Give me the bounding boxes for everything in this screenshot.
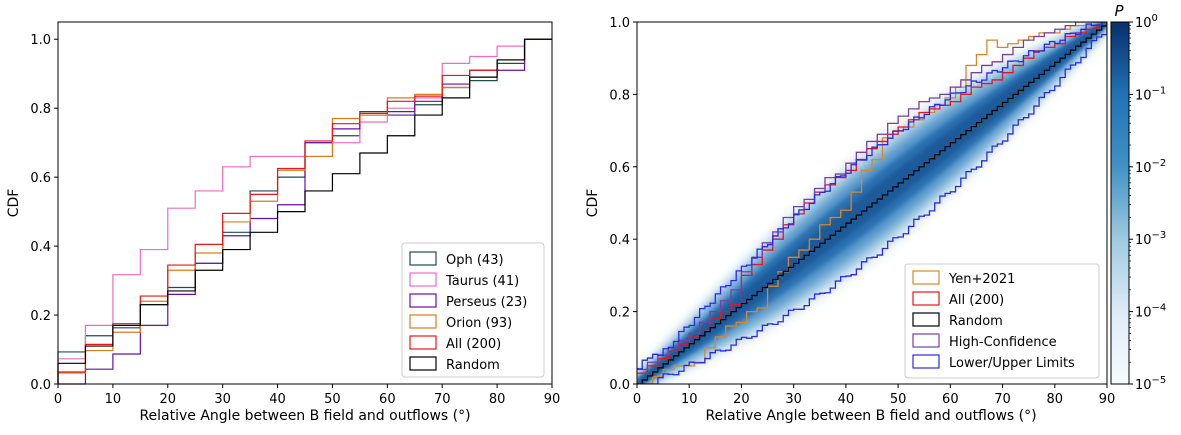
x-tick-label: 50	[890, 392, 907, 407]
lower-limit-line	[637, 28, 1107, 384]
x-tick-label: 70	[434, 392, 451, 407]
left-y-ticks: 0.0 0.2 0.4 0.6 0.8 1.0	[30, 33, 58, 393]
x-tick-label: 40	[269, 392, 286, 407]
legend-label: High-Confidence	[949, 335, 1057, 350]
legend-swatch	[409, 272, 437, 287]
y-tick-label: 0.8	[609, 88, 630, 103]
upper-limit-line	[637, 22, 1107, 370]
legend-swatch	[409, 251, 437, 266]
legend-swatch	[409, 314, 437, 329]
x-tick-label: 20	[160, 392, 177, 407]
colorbar-ticks: 100 10−1 10−2 10−3 10−4 10−5	[1129, 13, 1166, 393]
right-y-label: CDF	[585, 189, 601, 218]
y-tick-label: 0.6	[30, 171, 51, 186]
cdf-line-all	[637, 22, 1107, 374]
left-x-label: Relative Angle between B field and outfl…	[139, 408, 470, 424]
legend-label: Lower/Upper Limits	[949, 356, 1075, 371]
x-tick-label: 10	[105, 392, 122, 407]
legend-box	[401, 242, 545, 378]
right-x-ticks: 0 10 20 30 40 50 60 70 80 90	[633, 384, 1115, 407]
x-tick-label: 60	[942, 392, 959, 407]
legend-label: Yen+2021	[948, 272, 1015, 287]
x-tick-label: 40	[838, 392, 855, 407]
legend-swatch	[409, 356, 437, 371]
colorbar-tick-label: 10−3	[1135, 230, 1166, 248]
y-tick-label: 0.8	[30, 102, 51, 117]
legend-label: Oph (43)	[446, 253, 504, 268]
x-tick-label: 30	[785, 392, 802, 407]
x-tick-label: 10	[681, 392, 698, 407]
legend-label: Perseus (23)	[446, 295, 527, 310]
random-cdf-line	[637, 22, 1107, 384]
x-tick-label: 80	[1047, 392, 1064, 407]
x-tick-label: 0	[54, 392, 62, 407]
y-tick-label: 0.0	[609, 378, 630, 393]
legend-swatch	[912, 312, 940, 327]
cdf-line-yen	[637, 22, 1107, 384]
colorbar-label: P	[1114, 2, 1124, 20]
right-series-group	[637, 22, 1107, 384]
y-tick-label: 1.0	[30, 33, 51, 48]
legend-swatch	[912, 333, 940, 348]
colorbar-tick-label: 10−5	[1135, 375, 1166, 393]
x-tick-label: 70	[994, 392, 1011, 407]
x-tick-label: 60	[379, 392, 396, 407]
x-tick-label: 80	[489, 392, 506, 407]
legend-label: Random	[446, 358, 500, 373]
left-y-label: CDF	[6, 189, 22, 218]
cdf-panel-right: 0 10 20 30 40 50 60 70 80 90 0.0 0.2 0.4 0.6 0.8 1.0 R…	[585, 2, 1166, 424]
legend-swatch	[912, 270, 940, 285]
legend-label: Taurus (41)	[445, 274, 519, 289]
legend-swatch	[409, 335, 437, 350]
left-axes-frame	[57, 21, 553, 385]
cdf-line-high-confidence	[637, 22, 1107, 371]
y-tick-label: 0.0	[30, 378, 51, 393]
left-x-ticks: 0 10 20 30 40 50 60 70 80 90	[54, 384, 560, 407]
colorbar-tick-label: 10−1	[1135, 85, 1166, 103]
cdf-line-random	[57, 38, 552, 384]
legend-box	[904, 263, 1100, 379]
left-legend: Oph (43) Taurus (41) Perseus (23) Orion (93…	[401, 242, 545, 378]
legend-swatch	[409, 293, 437, 308]
right-x-label: Relative Angle between B field and outfl…	[705, 408, 1036, 424]
legend-swatch	[912, 291, 940, 306]
colorbar-tick-label: 10−2	[1135, 158, 1166, 176]
legend-label: All (200)	[446, 337, 501, 352]
x-tick-label: 90	[544, 392, 561, 407]
legend-swatch	[912, 354, 940, 369]
colorbar	[1110, 21, 1130, 385]
x-tick-label: 50	[324, 392, 341, 407]
right-axes-frame	[636, 21, 1108, 385]
right-y-ticks: 0.0 0.2 0.4 0.6 0.8 1.0	[609, 16, 637, 393]
cdf-line-perseus	[58, 38, 552, 385]
cdf-panel-left: 0 10 20 30 40 50 60 70 80 90 0.0 0.2 0.4 0.6 0.8 1.0 R…	[6, 21, 560, 424]
x-tick-label: 20	[733, 392, 750, 407]
y-tick-label: 0.6	[609, 161, 630, 176]
y-tick-label: 0.4	[30, 240, 51, 255]
y-tick-label: 0.2	[609, 306, 630, 321]
y-tick-label: 0.2	[30, 309, 51, 324]
x-tick-label: 30	[214, 392, 231, 407]
legend-label: Orion (93)	[446, 316, 512, 331]
y-tick-label: 1.0	[609, 16, 630, 31]
colorbar-tick-label: 10−4	[1135, 303, 1166, 321]
y-tick-label: 0.4	[609, 233, 630, 248]
left-series-group	[57, 38, 552, 385]
x-tick-label: 90	[1099, 392, 1116, 407]
right-legend: Yen+2021 All (200) Random High-Confidence Lo…	[904, 263, 1100, 379]
legend-label: Random	[949, 314, 1003, 329]
legend-label: All (200)	[949, 293, 1004, 308]
colorbar-tick-label: 100	[1135, 13, 1158, 31]
x-tick-label: 0	[633, 392, 641, 407]
